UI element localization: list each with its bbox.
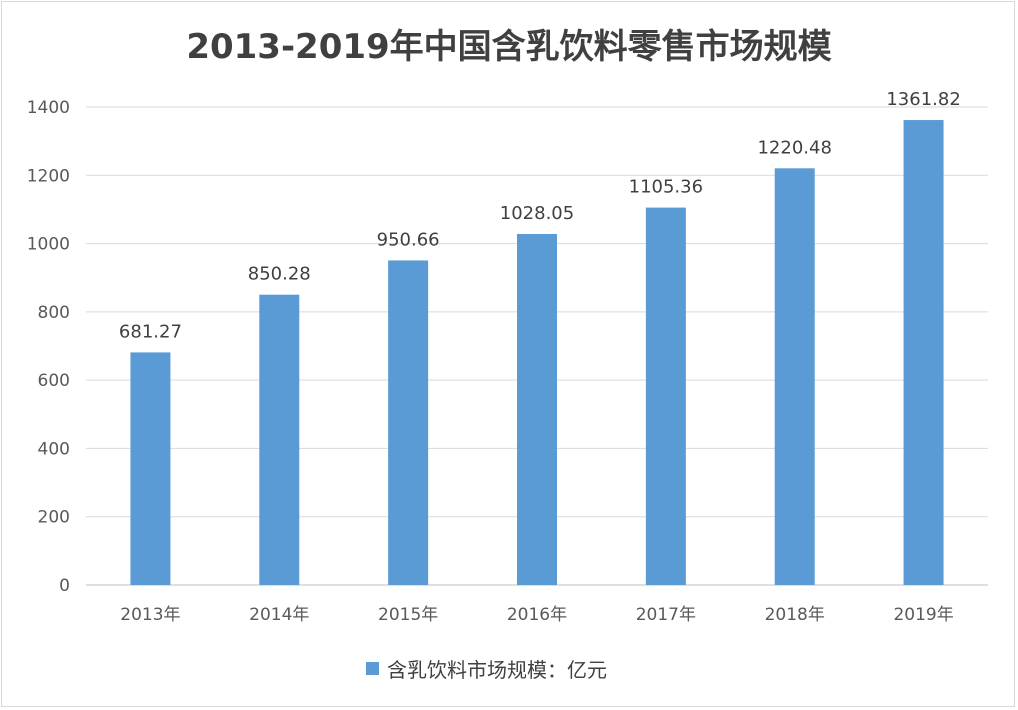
x-axis: 2013年 2014年 2015年 2016年 2017年 2018年 2019年 xyxy=(120,605,953,625)
data-label: 1028.05 xyxy=(500,203,574,224)
y-tick-label: 1000 xyxy=(27,235,70,255)
x-tick-label: 2017年 xyxy=(636,605,696,625)
legend-label: 含乳饮料市场规模：亿元 xyxy=(387,658,607,682)
legend-swatch xyxy=(366,662,379,675)
y-tick-label: 800 xyxy=(38,303,70,323)
data-label: 1361.82 xyxy=(886,89,960,110)
data-label: 1220.48 xyxy=(757,137,831,158)
y-axis: 0 200 400 600 800 1000 1200 1400 xyxy=(27,98,70,596)
data-labels: 681.27 850.28 950.66 1028.05 1105.36 1220.48 1… xyxy=(119,89,961,342)
x-tick-label: 2018年 xyxy=(765,605,825,625)
bar xyxy=(774,168,815,585)
bar xyxy=(517,233,557,585)
x-tick-label: 2016年 xyxy=(507,605,567,625)
x-tick-label: 2014年 xyxy=(249,605,309,625)
bar xyxy=(903,120,944,586)
bar xyxy=(388,260,429,585)
y-tick-label: 1400 xyxy=(27,98,70,118)
data-label: 950.66 xyxy=(377,229,440,250)
x-tick-label: 2013年 xyxy=(120,605,180,625)
bar xyxy=(645,207,686,585)
y-tick-label: 400 xyxy=(38,439,70,459)
legend: 含乳饮料市场规模：亿元 xyxy=(366,658,607,682)
y-tick-label: 1200 xyxy=(27,166,70,186)
y-tick-label: 600 xyxy=(38,371,70,391)
x-tick-label: 2019年 xyxy=(893,605,953,625)
chart-title: 2013-2019年中国含乳饮料零售市场规模 xyxy=(186,27,831,67)
y-tick-label: 200 xyxy=(38,508,70,528)
data-label: 850.28 xyxy=(248,264,311,285)
bar xyxy=(130,352,171,585)
data-label: 1105.36 xyxy=(629,177,703,198)
data-label: 681.27 xyxy=(119,321,182,342)
bar xyxy=(259,294,300,585)
gridlines xyxy=(86,106,988,586)
x-tick-label: 2015年 xyxy=(378,605,438,625)
y-tick-label: 0 xyxy=(59,576,70,596)
bars xyxy=(130,120,944,586)
